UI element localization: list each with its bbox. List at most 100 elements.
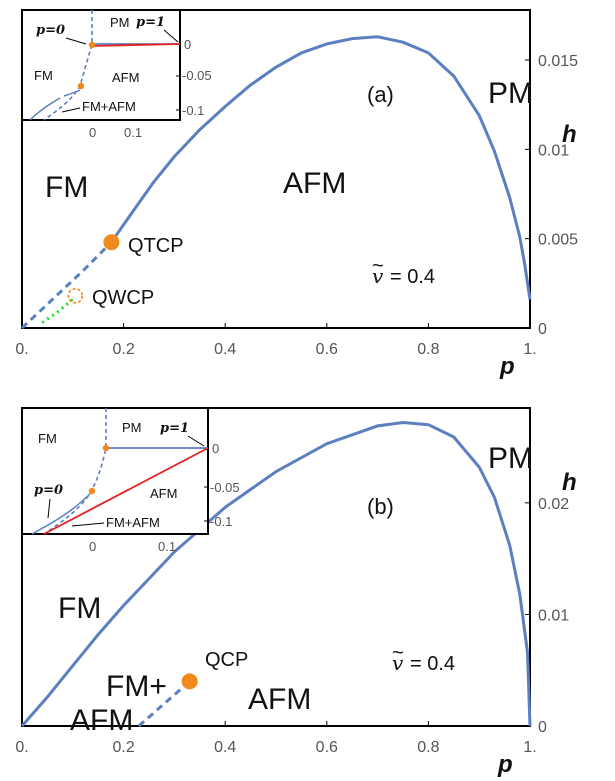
panel-a-inset-p0-arrow: [65, 37, 87, 45]
panel-a-inset-point-lower: [77, 82, 85, 90]
panel-b-y-axis-label: h: [562, 469, 577, 496]
panel-a-x-axis-label: p: [499, 353, 515, 380]
panel-b-tilde-mark: ~: [392, 642, 404, 664]
panel-b-points: [181, 673, 198, 690]
panel-a-region-pm: PM: [488, 77, 533, 110]
panel-a-inset-afm: AFM: [112, 70, 139, 85]
panel-b-x-ticks: 0. 0.2 0.4 0.6 0.8 1.: [15, 721, 537, 756]
panel-a-label-qtcp: QTCP: [128, 235, 184, 257]
panel-a-inset-ytick-2: -0.1: [182, 103, 204, 118]
y-tick-label: 0.02: [538, 496, 569, 513]
x-tick-label: 0.2: [112, 739, 134, 756]
phase-boundary-solid: [110, 35, 532, 300]
panel-a-inset-p1-arrow: [163, 29, 179, 43]
x-tick-label: 0.6: [316, 739, 338, 756]
panel-b-inset-red-line: [43, 447, 209, 535]
panel-b-inset-p0-arrow: [47, 498, 51, 519]
x-tick-label: 0.6: [316, 341, 338, 358]
x-tick-label: 1.: [523, 341, 536, 358]
panel-a-inset-boundary-lower: [29, 89, 81, 121]
panel-a-points: [67, 234, 120, 304]
phase-boundary-dotted: [41, 298, 74, 324]
panel-b-inset-point-lower: [88, 487, 96, 495]
panel-a-inset-fmafm: FM+AFM: [82, 99, 136, 114]
panel-a-inset-fm: FM: [34, 68, 53, 83]
panel-b-inset-point-upper: [102, 444, 110, 452]
x-tick-label: 0.8: [417, 739, 439, 756]
panel-b-inset-afm: AFM: [150, 486, 177, 501]
phase-boundary-dashed: [20, 241, 113, 330]
panel-a-inset-point-upper: [88, 41, 96, 49]
panel-a-inset-pm: PM: [110, 15, 130, 30]
panel-b-param-value: = 0.4: [410, 653, 455, 675]
panel-b-inset-xtick-0: 0: [89, 539, 96, 554]
x-tick-label: 1.: [523, 739, 536, 756]
panel-a-region-afm: AFM: [283, 167, 346, 200]
panel-b-region-afm-low: AFM: [70, 704, 133, 737]
panel-b-parameter-label: v ~ = 0.4: [392, 642, 455, 675]
panel-a-region-fm: FM: [45, 171, 88, 204]
panel-a-inset-xtick-1: 0.1: [124, 125, 142, 140]
panel-a-parameter-label: v ~ = 0.4: [372, 255, 435, 288]
panel-b: 0. 0.2 0.4 0.6 0.8 1. 0 0.01 0.02 h p (b) PM FM…: [15, 407, 577, 778]
panel-a-inset-ytick-1: -0.05: [182, 68, 212, 83]
panel-b-label-qcp: QCP: [205, 649, 248, 671]
panel-b-inset-fm: FM: [38, 431, 57, 446]
y-tick-label: 0: [538, 719, 547, 736]
critical-point-qwcp: [67, 288, 84, 304]
panel-b-x-axis-label: p: [497, 751, 513, 778]
panel-a-tilde-mark: ~: [372, 255, 384, 277]
y-tick-label: 0.005: [538, 232, 578, 249]
panel-b-inset-fmafm: FM+AFM: [106, 515, 160, 530]
panel-a-y-axis-label: h: [562, 121, 577, 148]
panel-a-param-value: = 0.4: [390, 266, 435, 288]
panel-b-region-fm: FM: [58, 592, 101, 625]
x-tick-label: 0.2: [112, 341, 134, 358]
panel-b-frame: [21, 407, 531, 727]
panel-b-region-afm: AFM: [248, 683, 311, 716]
x-tick-label: 0.4: [214, 341, 236, 358]
panel-b-tag: (b): [367, 494, 394, 519]
panel-b-inset: FM PM AFM FM+AFM p=0 p=1 0 -0.05 -0.1 0 …: [21, 407, 240, 554]
panel-a-inset-ytick-0: 0: [184, 37, 191, 52]
panel-a: 0. 0.2 0.4 0.6 0.8 1. 0 0.005 0.01 0.015 h p (a)…: [15, 9, 578, 380]
panel-b-inset-ytick-1: -0.05: [210, 480, 240, 495]
panel-b-inset-boundary-lower: [31, 491, 93, 535]
x-tick-label: 0.: [15, 739, 28, 756]
panel-b-inset-pm: PM: [122, 420, 142, 435]
y-tick-label: 0.01: [538, 607, 569, 624]
critical-point-qtcp: [103, 234, 120, 251]
panel-b-inset-frame: [21, 407, 209, 535]
panel-b-inset-p0: p=0: [34, 483, 63, 498]
x-tick-label: 0.4: [214, 739, 236, 756]
panel-a-tag: (a): [367, 82, 394, 107]
panel-b-inset-p1: p=1: [160, 421, 189, 436]
panel-a-inset-p1: p=1: [136, 15, 165, 30]
panel-a-inset: PM AFM FM FM+AFM p=0 p=1 0 -0.05 -0.1 0 …: [21, 9, 212, 140]
panel-b-region-pm: PM: [488, 442, 533, 475]
panel-a-x-ticks: 0. 0.2 0.4 0.6 0.8 1.: [15, 323, 537, 358]
panel-a-inset-fmafm-arrow: [61, 107, 81, 113]
panel-a-param-symbol: v: [372, 264, 384, 288]
panel-b-param-symbol: v: [392, 651, 404, 675]
panel-a-frame: [21, 9, 531, 329]
y-tick-label: 0.01: [538, 142, 569, 159]
panel-a-inset-frame: [21, 9, 181, 121]
panel-a-y-ticks: 0 0.005 0.01 0.015: [525, 53, 578, 338]
x-tick-label: 0.: [15, 341, 28, 358]
panel-b-inset-ytick-0: 0: [212, 441, 219, 456]
panel-a-curves: [20, 35, 532, 330]
panel-b-inset-fmafm-arrow: [71, 522, 105, 527]
panel-a-inset-red-line: [91, 43, 181, 47]
panel-b-inset-xtick-1: 0.1: [158, 539, 176, 554]
panel-b-inset-p1-arrow: [187, 435, 205, 447]
panel-b-inset-ytick-2: -0.1: [210, 514, 232, 529]
panel-b-region-fmplus: FM+: [106, 670, 167, 703]
panel-a-label-qwcp: QWCP: [92, 287, 154, 309]
panel-b-curves: [20, 420, 532, 728]
y-tick-label: 0: [538, 321, 547, 338]
panel-a-inset-p0: p=0: [36, 23, 65, 38]
x-tick-label: 0.8: [417, 341, 439, 358]
y-tick-label: 0.015: [538, 53, 578, 70]
